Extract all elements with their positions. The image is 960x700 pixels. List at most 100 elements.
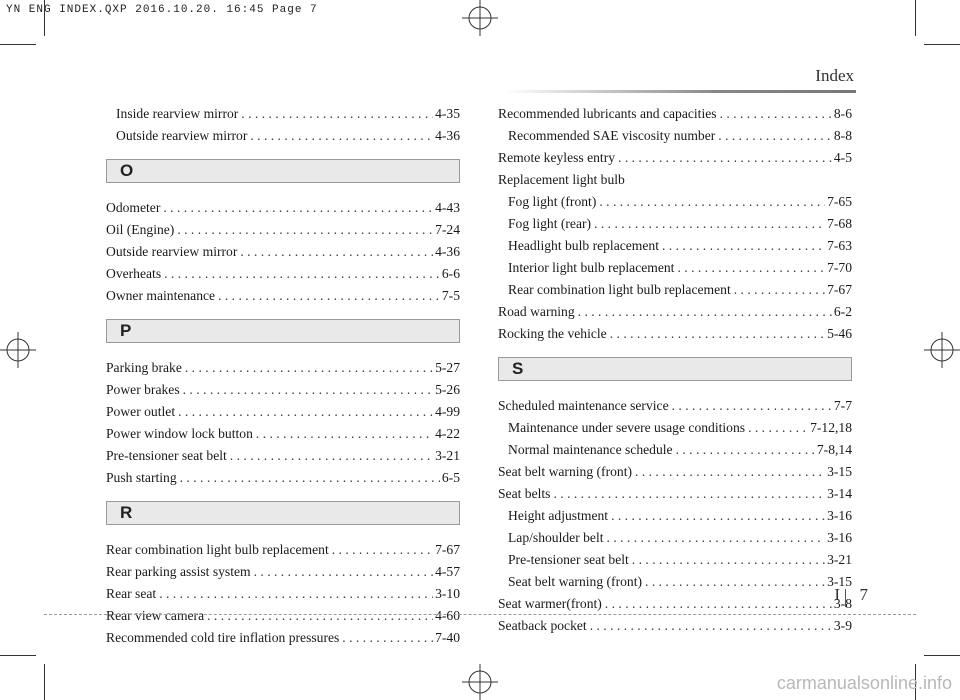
- crop-mark: [0, 655, 36, 656]
- entry-page-ref: 4-57: [435, 564, 460, 579]
- dot-leader: [185, 357, 433, 379]
- entry-label: Remote keyless entry: [498, 150, 616, 165]
- dot-leader: [662, 235, 825, 257]
- entry-page-ref: 4-5: [833, 150, 852, 165]
- index-entry: Push starting 6-5: [106, 467, 460, 489]
- dot-leader: [645, 571, 825, 593]
- entry-label: Parking brake: [106, 360, 182, 375]
- entry-label: Inside rearview mirror: [116, 106, 239, 121]
- index-entry: Remote keyless entry 4-5: [498, 147, 852, 169]
- index-entry: Rear combination light bulb replacement 7…: [106, 539, 460, 561]
- entry-page-ref: 3-15: [827, 464, 852, 479]
- entry-label: Seat belts: [498, 486, 551, 501]
- entry-page-ref: 7-12,18: [810, 420, 852, 435]
- dot-leader: [164, 263, 440, 285]
- index-entry: Odometer 4-43: [106, 197, 460, 219]
- entry-page-ref: 3-21: [435, 448, 460, 463]
- watermark: carmanualsonline.info: [776, 673, 952, 693]
- index-entry: Normal maintenance schedule 7-8,14: [498, 439, 852, 461]
- footer-rule: [44, 614, 916, 615]
- index-entry: Recommended lubricants and capacities 8-6: [498, 103, 852, 125]
- section-header: O: [106, 159, 460, 183]
- index-entry: Rear view camera 4-60: [106, 605, 460, 627]
- dot-leader: [241, 103, 433, 125]
- dot-leader: [599, 191, 825, 213]
- entry-label: Replacement light bulb: [498, 172, 625, 187]
- entry-page-ref: 6-2: [833, 304, 852, 319]
- left-index-column: Inside rearview mirror 4-35 Outside rearvi…: [106, 103, 460, 649]
- entry-label: Pre-tensioner seat belt: [508, 552, 629, 567]
- index-entry: Pre-tensioner seat belt 3-21: [498, 549, 852, 571]
- index-entry: Power window lock button 4-22: [106, 423, 460, 445]
- dot-leader: [256, 423, 433, 445]
- dot-leader: [610, 323, 825, 345]
- crop-mark: [0, 44, 36, 45]
- footer-section-letter: I: [834, 585, 840, 604]
- index-entry: Rear seat 3-10: [106, 583, 460, 605]
- entry-label: Power window lock button: [106, 426, 253, 441]
- index-entry: Height adjustment 3-16: [498, 505, 852, 527]
- entry-label: Height adjustment: [508, 508, 609, 523]
- index-entry: Power brakes 5-26: [106, 379, 460, 401]
- dot-leader: [718, 125, 832, 147]
- index-entry: Replacement light bulb: [498, 169, 852, 191]
- dot-leader: [677, 257, 825, 279]
- index-entry: Fog light (rear) 7-68: [498, 213, 852, 235]
- crop-mark: [915, 0, 916, 36]
- entry-label: Seat belt warning (front): [508, 574, 643, 589]
- dot-leader: [163, 197, 433, 219]
- entry-page-ref: 4-43: [435, 200, 460, 215]
- dot-leader: [342, 627, 433, 649]
- entry-page-ref: 7-7: [833, 398, 852, 413]
- entry-label: Odometer: [106, 200, 161, 215]
- entry-page-ref: 7-40: [435, 630, 460, 645]
- entry-page-ref: 7-5: [441, 288, 460, 303]
- dot-leader: [159, 583, 433, 605]
- crop-mark: [915, 664, 916, 700]
- entry-label: Normal maintenance schedule: [508, 442, 673, 457]
- index-entry: Outside rearview mirror 4-36: [106, 125, 460, 147]
- index-entry: Parking brake 5-27: [106, 357, 460, 379]
- entry-label: Road warning: [498, 304, 575, 319]
- entry-label: Rear parking assist system: [106, 564, 251, 579]
- dot-leader: [207, 605, 433, 627]
- entry-page-ref: 7-65: [827, 194, 852, 209]
- dot-leader: [676, 439, 815, 461]
- registration-mark-icon: [462, 664, 498, 700]
- entry-page-ref: 5-46: [827, 326, 852, 341]
- page-title: Index: [815, 66, 854, 85]
- dot-leader: [183, 379, 433, 401]
- index-entry: Maintenance under severe usage condition…: [498, 417, 852, 439]
- entry-page-ref: 4-36: [435, 244, 460, 259]
- title-rule: [506, 90, 856, 93]
- print-header: YN ENG INDEX.QXP 2016.10.20. 16:45 Page …: [6, 4, 318, 16]
- entry-page-ref: 4-36: [435, 128, 460, 143]
- index-entry: Rear combination light bulb replacement 7…: [498, 279, 852, 301]
- entry-label: Maintenance under severe usage condition…: [508, 420, 746, 435]
- crop-mark: [924, 44, 960, 45]
- entry-page-ref: 3-21: [827, 552, 852, 567]
- index-entry: Rear parking assist system 4-57: [106, 561, 460, 583]
- entry-label: Seat belt warning (front): [498, 464, 633, 479]
- entry-page-ref: 3-9: [833, 618, 852, 633]
- dot-leader: [178, 401, 433, 423]
- entry-page-ref: 4-35: [435, 106, 460, 121]
- entry-page-ref: 7-67: [435, 542, 460, 557]
- entry-label: Seat warmer(front): [498, 596, 602, 611]
- entry-page-ref: 6-5: [441, 470, 460, 485]
- entry-page-ref: 7-70: [827, 260, 852, 275]
- entry-page-ref: 3-16: [827, 530, 852, 545]
- entry-page-ref: 5-27: [435, 360, 460, 375]
- entry-label: Lap/shoulder belt: [508, 530, 604, 545]
- entry-label: Recommended cold tire inflation pressure…: [106, 630, 340, 645]
- entry-label: Seatback pocket: [498, 618, 587, 633]
- registration-mark-icon: [462, 0, 498, 36]
- entry-label: Push starting: [106, 470, 177, 485]
- entry-label: Rocking the vehicle: [498, 326, 607, 341]
- entry-page-ref: 7-63: [827, 238, 852, 253]
- entry-label: Oil (Engine): [106, 222, 175, 237]
- entry-page-ref: 7-68: [827, 216, 852, 231]
- index-entry: Road warning 6-2: [498, 301, 852, 323]
- page-number: 7: [859, 585, 869, 604]
- entry-page-ref: 7-24: [435, 222, 460, 237]
